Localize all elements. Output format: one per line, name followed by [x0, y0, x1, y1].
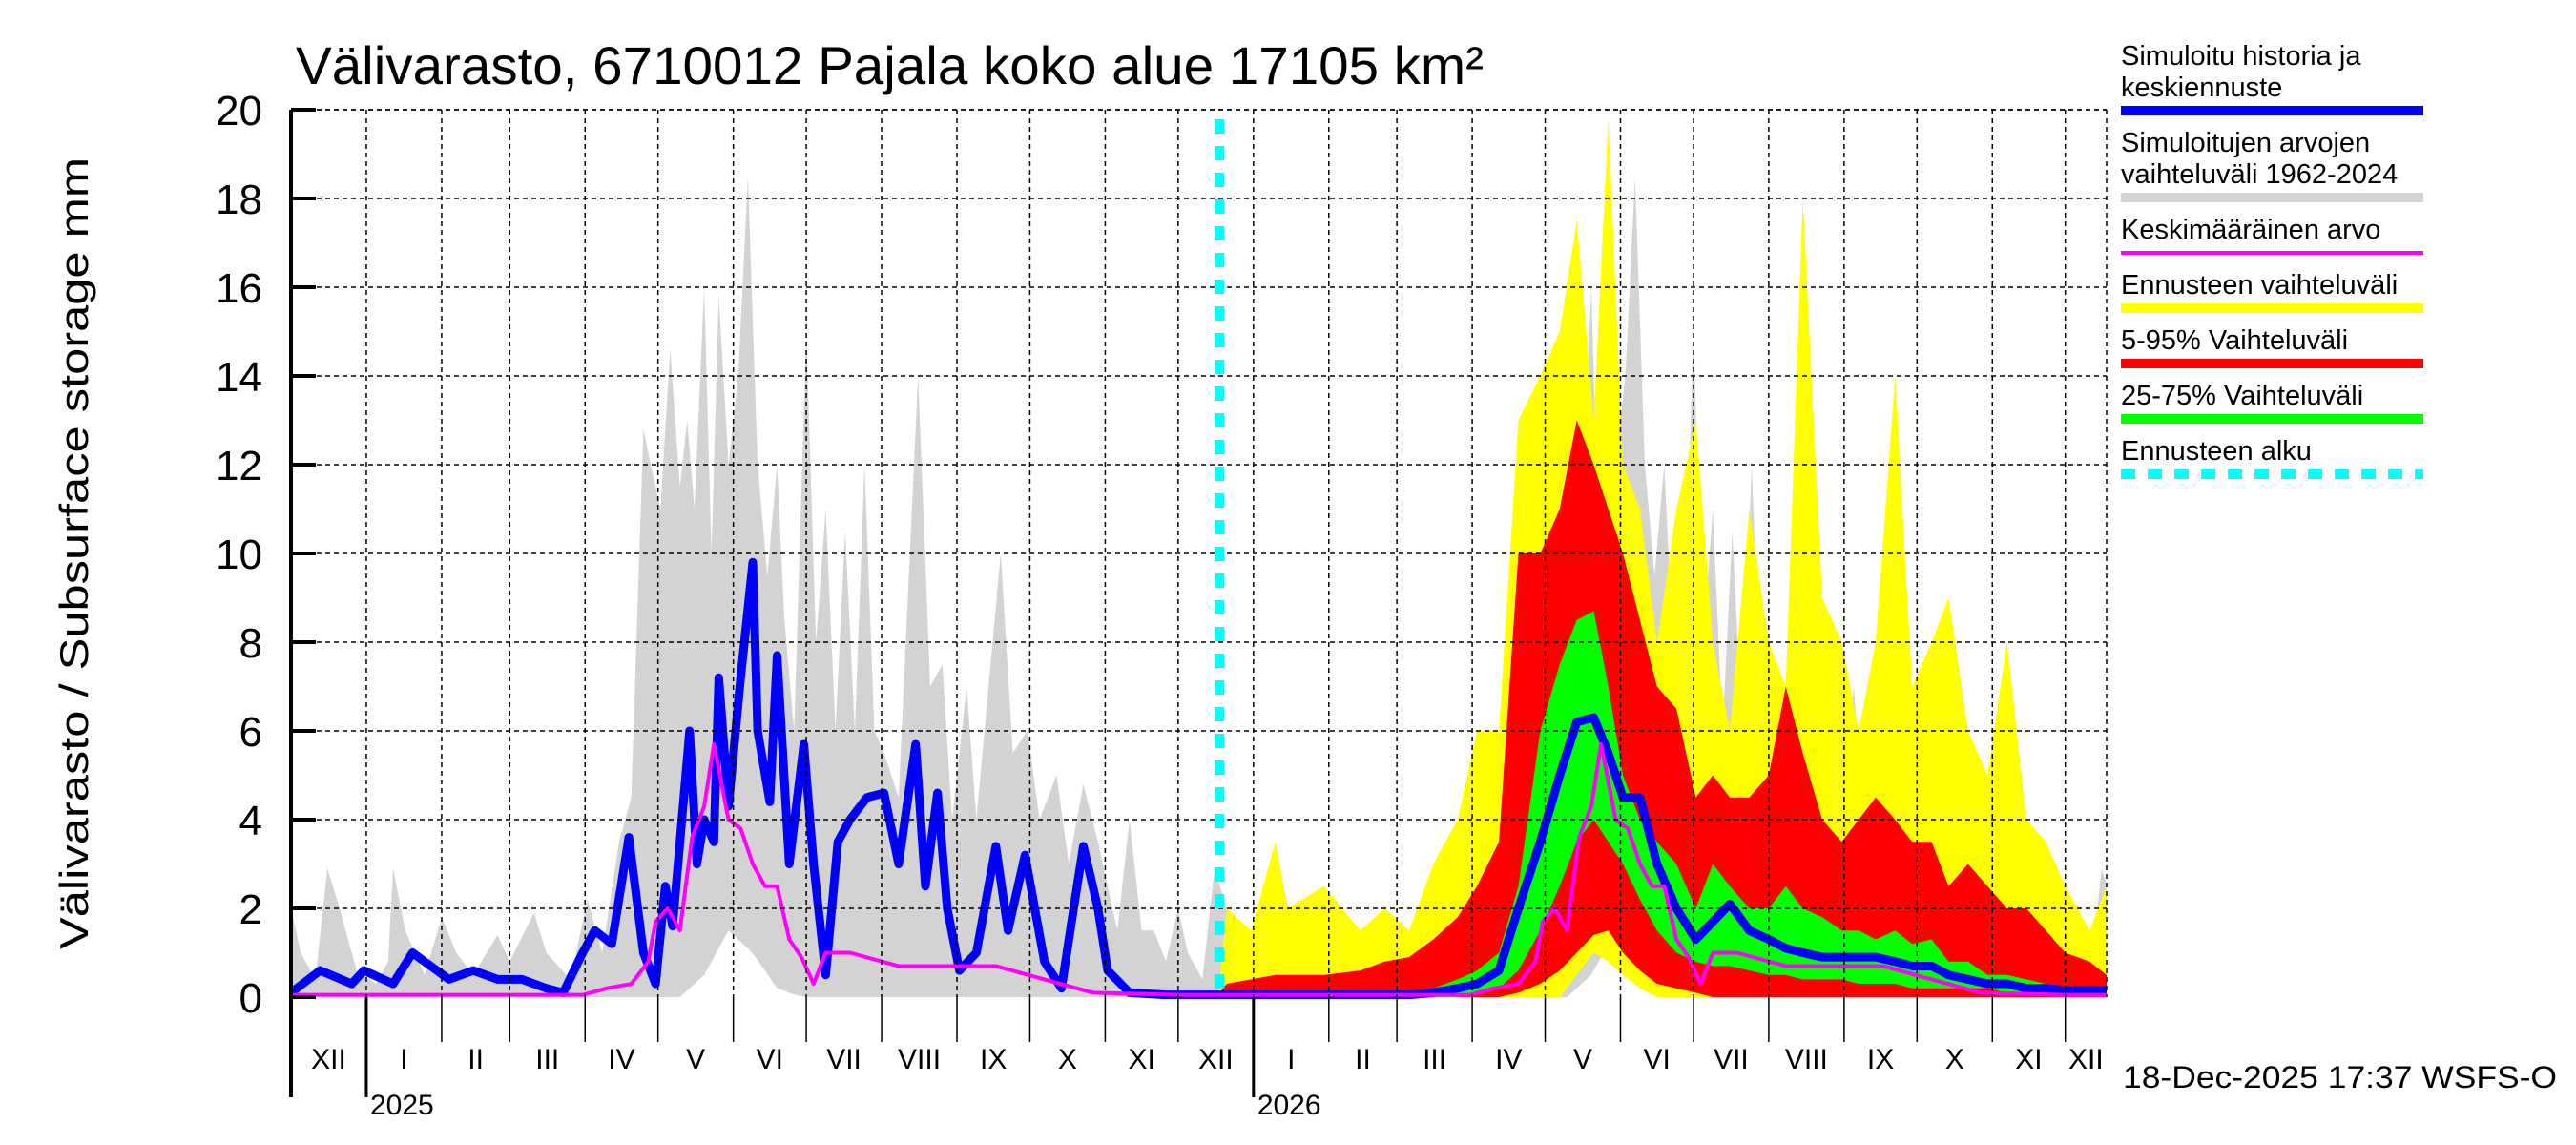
month-label: VI	[1644, 1044, 1671, 1075]
month-label: V	[1573, 1044, 1592, 1075]
month-label: II	[467, 1044, 484, 1075]
y-tick-label: 20	[216, 88, 262, 135]
month-label: IV	[1495, 1044, 1522, 1075]
month-label: VII	[826, 1044, 862, 1075]
legend-label: 25-75% Vaihteluväli	[2121, 381, 2363, 411]
month-label: I	[400, 1044, 407, 1075]
climatology-range-band-0	[291, 176, 1178, 997]
y-tick-label: 4	[239, 798, 262, 844]
y-tick-label: 2	[239, 886, 262, 933]
month-label: VIII	[1785, 1044, 1828, 1075]
legend-label: Simuloitu historia ja	[2121, 41, 2361, 72]
plot-area	[291, 118, 2107, 999]
month-label: IX	[1867, 1044, 1894, 1075]
timestamp: 18-Dec-2025 17:37 WSFS-O	[2123, 1060, 2557, 1094]
chart-title: Välivarasto, 6710012 Pajala koko alue 17…	[296, 35, 1484, 95]
y-tick-label: 6	[239, 709, 262, 756]
year-label: 2026	[1257, 1090, 1321, 1121]
y-tick-label: 8	[239, 620, 262, 667]
month-label: XII	[311, 1044, 346, 1075]
month-label: X	[1945, 1044, 1964, 1075]
month-label: III	[535, 1044, 559, 1075]
mean-line-1	[1177, 741, 2066, 997]
month-label: III	[1423, 1044, 1446, 1075]
legend-label: Simuloitujen arvojen	[2121, 128, 2370, 158]
y-tick-label: 0	[239, 975, 262, 1022]
legend-label: Keskimääräinen arvo	[2121, 215, 2380, 245]
month-label: XII	[2068, 1044, 2104, 1075]
y-tick-label: 14	[216, 354, 262, 401]
legend-label: Ennusteen vaihteluväli	[2121, 270, 2398, 301]
month-label: VI	[757, 1044, 783, 1075]
forecast-25-75-band	[1219, 611, 2107, 997]
month-label: XI	[2015, 1044, 2042, 1075]
mean-line-2	[2065, 992, 2107, 997]
y-tick-label: 10	[216, 531, 262, 578]
legend-label: keskiennuste	[2121, 73, 2282, 103]
mean-line-0	[291, 741, 1178, 997]
month-label: XII	[1198, 1044, 1234, 1075]
month-label: I	[1287, 1044, 1295, 1075]
simulated-history-line	[291, 557, 1220, 999]
forecast-5-95-band	[1219, 420, 2107, 997]
month-label: XI	[1128, 1044, 1154, 1075]
legend-label: vaihteluväli 1962-2024	[2121, 159, 2398, 190]
month-label: IV	[608, 1044, 634, 1075]
y-tick-label: 18	[216, 177, 262, 223]
y-axis-label: Välivarasto / Subsurface storage mm	[52, 157, 96, 949]
y-tick-label: 12	[216, 443, 262, 489]
legend-label: 5-95% Vaihteluväli	[2121, 325, 2348, 356]
y-tick-label: 16	[216, 265, 262, 312]
year-label: 2025	[370, 1090, 434, 1121]
month-label: V	[686, 1044, 705, 1075]
legend-label: Ennusteen alku	[2121, 436, 2312, 467]
forecast-range-band	[1219, 118, 2107, 998]
month-label: X	[1058, 1044, 1077, 1075]
month-label: VII	[1714, 1044, 1749, 1075]
month-label: IX	[980, 1044, 1007, 1075]
month-label: II	[1355, 1044, 1371, 1075]
month-label: VIII	[898, 1044, 941, 1075]
